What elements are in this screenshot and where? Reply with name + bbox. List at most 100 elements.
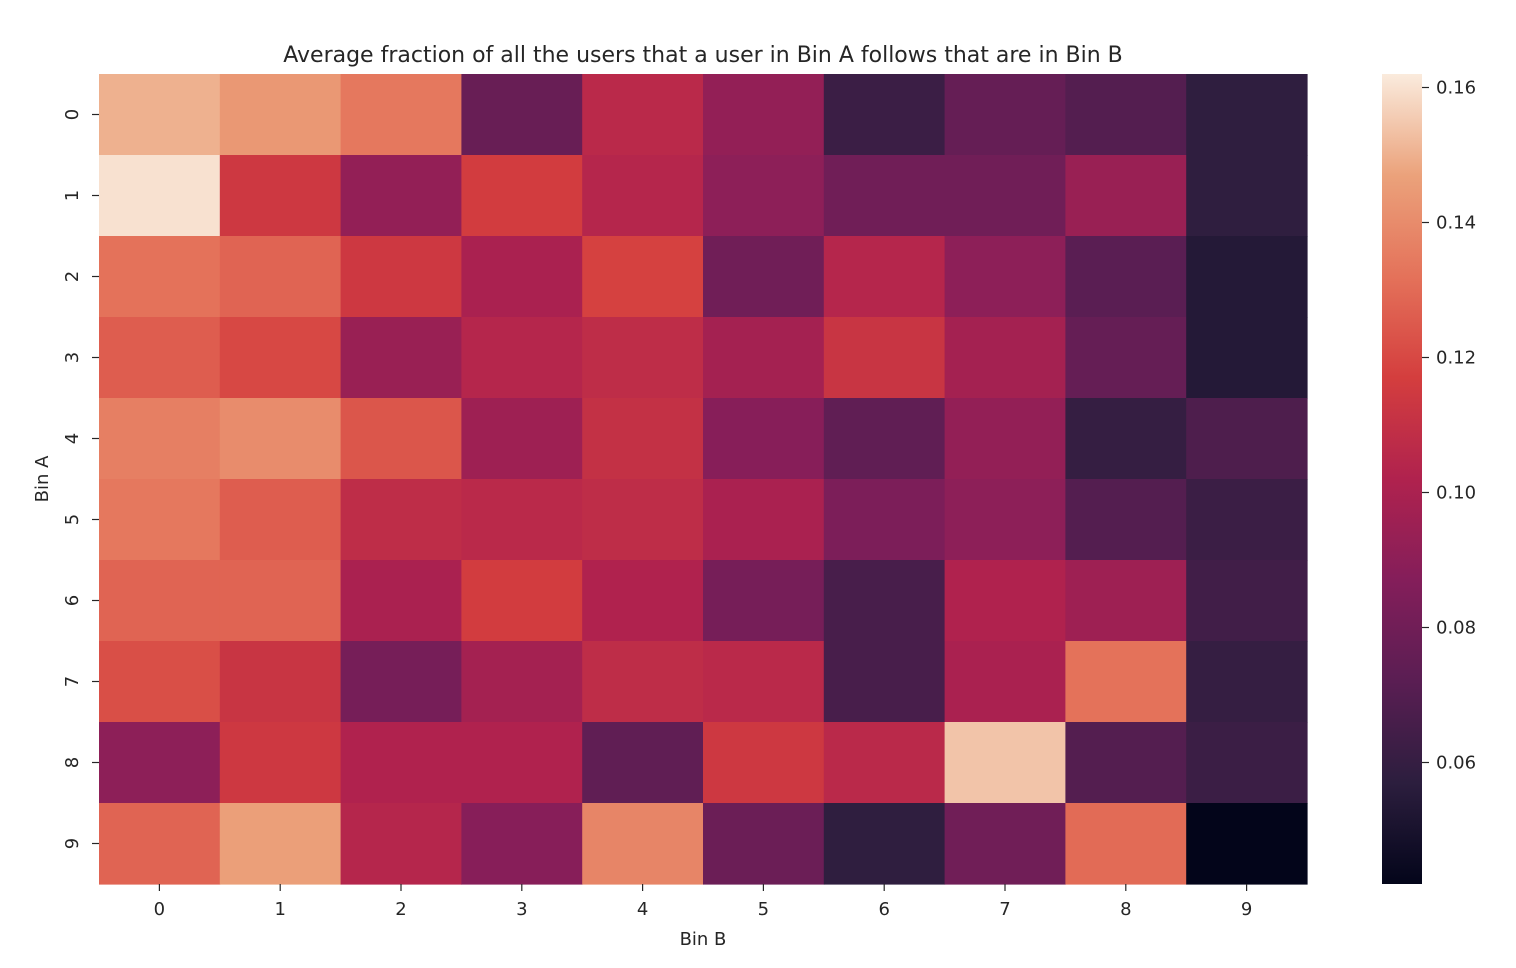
x-tick-label: 4 [637, 899, 648, 920]
heatmap-cell-r4-c4 [582, 398, 704, 480]
heatmap-cell-r6-c0 [99, 560, 221, 642]
heatmap-cell-r5-c3 [461, 479, 583, 561]
x-axis-ticks: 0 1 2 3 4 5 6 7 8 9 [154, 884, 1252, 920]
heatmap-cell-r1-c6 [823, 155, 946, 237]
heatmap-cell-r2-c4 [582, 236, 704, 318]
heatmap-cell-r6-c1 [219, 560, 342, 642]
y-tick-label: 6 [62, 595, 83, 606]
heatmap-cell-r4-c7 [944, 398, 1066, 480]
y-tick-label: 1 [62, 190, 83, 201]
heatmap-cell-r4-c3 [461, 398, 583, 480]
heatmap-cell-r4-c8 [1065, 398, 1187, 480]
heatmap-cell-r8-c0 [99, 722, 221, 804]
heatmap-cell-r7-c5 [703, 641, 825, 723]
heatmap-cell-r8-c3 [461, 722, 583, 804]
heatmap-cell-r9-c2 [340, 803, 462, 885]
heatmap-cell-r4-c0 [99, 398, 221, 480]
y-tick-label: 3 [62, 352, 83, 363]
heatmap-cell-r5-c8 [1065, 479, 1187, 561]
heatmap-cell-r9-c3 [461, 803, 583, 885]
y-tick-label: 0 [62, 109, 83, 120]
heatmap-cell-r5-c4 [582, 479, 704, 561]
y-axis-label: Bin A [32, 455, 53, 502]
colorbar-tick-label: 0.08 [1436, 618, 1476, 639]
heatmap-cell-r1-c0 [99, 155, 221, 237]
heatmap-cell-r8-c5 [703, 722, 825, 804]
heatmap-cell-r0-c3 [461, 74, 583, 156]
heatmap-cell-r1-c4 [582, 155, 704, 237]
heatmap-cell-r9-c9 [1186, 803, 1308, 885]
heatmap-cell-r0-c8 [1065, 74, 1187, 156]
heatmap-cell-r0-c7 [944, 74, 1066, 156]
heatmap-cell-r9-c6 [823, 803, 946, 885]
colorbar-tick-label: 0.16 [1436, 78, 1476, 99]
heatmap-cell-r7-c7 [944, 641, 1066, 723]
y-axis-ticks: 0 1 2 3 4 5 6 7 8 9 [62, 109, 99, 849]
heatmap-cell-r9-c1 [219, 803, 342, 885]
heatmap-cell-r0-c4 [582, 74, 704, 156]
heatmap-cell-r0-c2 [340, 74, 462, 156]
heatmap-cell-r5-c0 [99, 479, 221, 561]
heatmap-cell-r6-c9 [1186, 560, 1308, 642]
heatmap-cell-r0-c0 [99, 74, 221, 156]
heatmap-cell-r2-c0 [99, 236, 221, 318]
heatmap-cell-r3-c3 [461, 317, 583, 399]
heatmap-cell-r2-c6 [823, 236, 946, 318]
heatmap-cell-r9-c8 [1065, 803, 1187, 885]
heatmap-cell-r5-c2 [340, 479, 462, 561]
heatmap-cell-r7-c0 [99, 641, 221, 723]
colorbar-tick-label: 0.14 [1436, 213, 1476, 234]
heatmap-cell-r9-c4 [582, 803, 704, 885]
heatmap-cell-r5-c6 [823, 479, 946, 561]
y-tick-label: 9 [62, 838, 83, 849]
heatmap-cell-r1-c3 [461, 155, 583, 237]
colorbar-ticks: 0.06 0.08 0.10 0.12 0.14 0.16 [1422, 78, 1476, 774]
x-tick-label: 5 [758, 899, 769, 920]
heatmap-cell-r8-c1 [219, 722, 342, 804]
heatmap-cell-r7-c9 [1186, 641, 1308, 723]
colorbar-tick-label: 0.10 [1436, 483, 1476, 504]
heatmap-cell-r8-c8 [1065, 722, 1187, 804]
y-tick-label: 2 [62, 271, 83, 282]
heatmap-cell-r6-c5 [703, 560, 825, 642]
heatmap-cell-r9-c0 [99, 803, 221, 885]
heatmap-cell-r3-c8 [1065, 317, 1187, 399]
x-tick-label: 0 [154, 899, 165, 920]
heatmap-cell-r7-c8 [1065, 641, 1187, 723]
heatmap-cell-r3-c9 [1186, 317, 1308, 399]
y-tick-label: 7 [62, 676, 83, 687]
heatmap-cell-r2-c7 [944, 236, 1066, 318]
heatmap-cell-r7-c1 [219, 641, 342, 723]
heatmap-cell-r1-c8 [1065, 155, 1187, 237]
heatmap-cell-r3-c7 [944, 317, 1066, 399]
heatmap-cell-r6-c8 [1065, 560, 1187, 642]
heatmap-cell-r7-c6 [823, 641, 946, 723]
heatmap-cell-r5-c7 [944, 479, 1066, 561]
heatmap-cell-r3-c0 [99, 317, 221, 399]
heatmap-cell-r2-c2 [340, 236, 462, 318]
heatmap-cell-r8-c2 [340, 722, 462, 804]
heatmap-cell-r4-c5 [703, 398, 825, 480]
heatmap-cell-r1-c9 [1186, 155, 1308, 237]
heatmap-cell-r2-c5 [703, 236, 825, 318]
heatmap-cell-r5-c9 [1186, 479, 1308, 561]
heatmap-cell-r6-c6 [823, 560, 946, 642]
heatmap-cell-r6-c7 [944, 560, 1066, 642]
heatmap-cell-r4-c2 [340, 398, 462, 480]
heatmap-cell-r3-c1 [219, 317, 342, 399]
heatmap-cell-r9-c7 [944, 803, 1066, 885]
heatmap-cell-r7-c3 [461, 641, 583, 723]
heatmap-cell-r3-c6 [823, 317, 946, 399]
x-tick-label: 3 [516, 899, 527, 920]
heatmap-cell-r1-c7 [944, 155, 1066, 237]
heatmap-cell-r0-c5 [703, 74, 825, 156]
heatmap-cell-r8-c7 [944, 722, 1066, 804]
x-tick-label: 9 [1241, 899, 1252, 920]
heatmap-cell-r3-c5 [703, 317, 825, 399]
heatmap-cell-r8-c6 [823, 722, 946, 804]
heatmap-cell-r3-c2 [340, 317, 462, 399]
heatmap-cell-r2-c9 [1186, 236, 1308, 318]
x-tick-label: 8 [1120, 899, 1131, 920]
heatmap-cell-r1-c2 [340, 155, 462, 237]
x-tick-label: 6 [878, 899, 889, 920]
